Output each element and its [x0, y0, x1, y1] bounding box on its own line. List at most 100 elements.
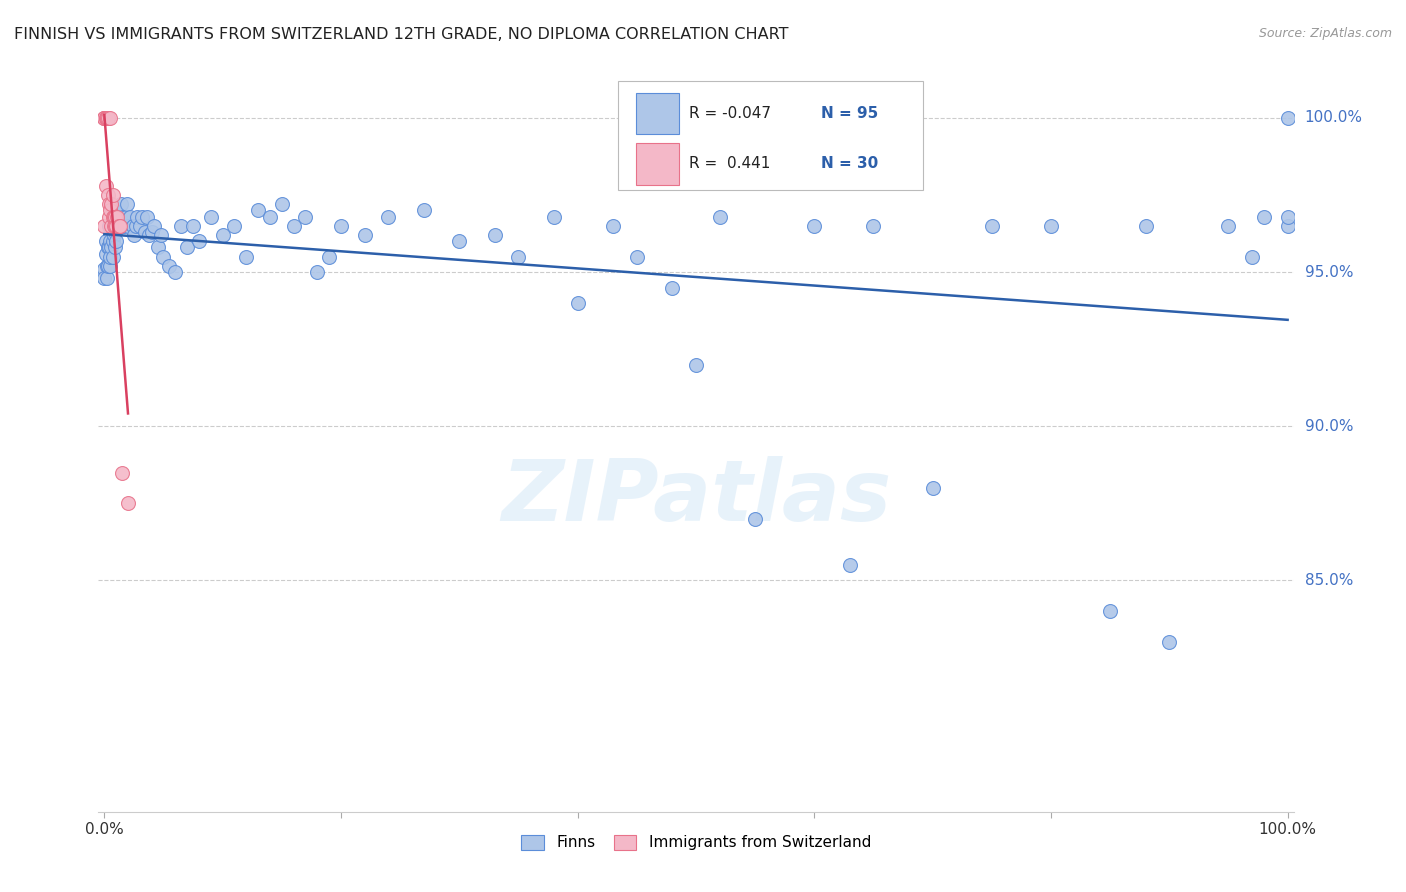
- Point: [412, 203, 434, 218]
- Point: [449, 234, 471, 248]
- Point: [98, 111, 121, 125]
- Point: [121, 219, 143, 233]
- Text: R = -0.047: R = -0.047: [689, 106, 770, 120]
- Point: [1277, 210, 1299, 224]
- Point: [165, 265, 187, 279]
- FancyBboxPatch shape: [637, 143, 679, 185]
- Point: [96, 259, 118, 273]
- Point: [98, 240, 121, 254]
- Point: [181, 219, 204, 233]
- Point: [93, 219, 115, 233]
- Point: [101, 188, 124, 202]
- Point: [100, 240, 122, 254]
- Point: [136, 210, 159, 224]
- Point: [103, 219, 125, 233]
- Point: [117, 496, 139, 510]
- Point: [96, 111, 118, 125]
- Legend: Finns, Immigrants from Switzerland: Finns, Immigrants from Switzerland: [515, 829, 877, 856]
- Point: [97, 188, 120, 202]
- Text: N = 95: N = 95: [821, 106, 879, 120]
- Point: [105, 210, 128, 224]
- Text: ZIPatlas: ZIPatlas: [501, 456, 891, 539]
- Point: [626, 250, 648, 264]
- Point: [330, 219, 353, 233]
- Point: [117, 219, 139, 233]
- Point: [1253, 210, 1275, 224]
- Text: R =  0.441: R = 0.441: [689, 156, 770, 171]
- Text: Source: ZipAtlas.com: Source: ZipAtlas.com: [1258, 27, 1392, 40]
- Point: [114, 219, 136, 233]
- Point: [170, 219, 193, 233]
- Point: [101, 234, 124, 248]
- Text: N = 30: N = 30: [821, 156, 879, 171]
- FancyBboxPatch shape: [637, 93, 679, 134]
- Point: [100, 197, 122, 211]
- Point: [101, 210, 124, 224]
- Point: [146, 240, 169, 254]
- Point: [247, 203, 270, 218]
- Point: [98, 197, 121, 211]
- Point: [103, 228, 125, 243]
- Point: [211, 228, 233, 243]
- Point: [103, 210, 125, 224]
- Point: [98, 259, 121, 273]
- Point: [235, 250, 257, 264]
- Point: [125, 219, 148, 233]
- Point: [318, 250, 340, 264]
- Point: [838, 558, 860, 572]
- Point: [602, 219, 624, 233]
- Text: 95.0%: 95.0%: [1305, 265, 1353, 279]
- Point: [98, 234, 121, 248]
- Point: [98, 219, 121, 233]
- Point: [93, 111, 115, 125]
- Point: [1039, 219, 1062, 233]
- Point: [104, 219, 127, 233]
- Point: [1135, 219, 1157, 233]
- Text: 90.0%: 90.0%: [1305, 418, 1353, 434]
- Point: [122, 228, 145, 243]
- Point: [862, 219, 884, 233]
- Point: [259, 210, 281, 224]
- Point: [307, 265, 329, 279]
- Point: [94, 111, 117, 125]
- Point: [94, 246, 117, 260]
- Point: [543, 210, 565, 224]
- Point: [1159, 635, 1181, 649]
- Point: [1277, 219, 1299, 233]
- Point: [104, 225, 127, 239]
- Point: [93, 271, 115, 285]
- Point: [105, 210, 128, 224]
- Point: [744, 512, 766, 526]
- Point: [508, 250, 530, 264]
- Point: [176, 240, 198, 254]
- Point: [105, 219, 128, 233]
- Point: [803, 219, 825, 233]
- Point: [96, 111, 118, 125]
- Point: [134, 225, 156, 239]
- Point: [105, 219, 128, 233]
- Point: [567, 296, 589, 310]
- Point: [1277, 111, 1299, 125]
- Point: [1218, 219, 1240, 233]
- Point: [188, 234, 211, 248]
- Point: [94, 178, 117, 193]
- Text: 85.0%: 85.0%: [1305, 573, 1353, 588]
- Point: [661, 280, 683, 294]
- Point: [127, 210, 149, 224]
- Point: [97, 111, 120, 125]
- Point: [294, 210, 316, 224]
- Text: 100.0%: 100.0%: [1305, 111, 1362, 126]
- Point: [107, 219, 129, 233]
- Point: [131, 210, 153, 224]
- Point: [94, 234, 117, 248]
- Point: [224, 219, 246, 233]
- Point: [105, 234, 128, 248]
- Point: [1241, 250, 1264, 264]
- Point: [107, 219, 129, 233]
- Point: [93, 111, 115, 125]
- Point: [114, 210, 136, 224]
- Point: [98, 250, 121, 264]
- Point: [377, 210, 399, 224]
- Point: [93, 111, 115, 125]
- Point: [100, 219, 122, 233]
